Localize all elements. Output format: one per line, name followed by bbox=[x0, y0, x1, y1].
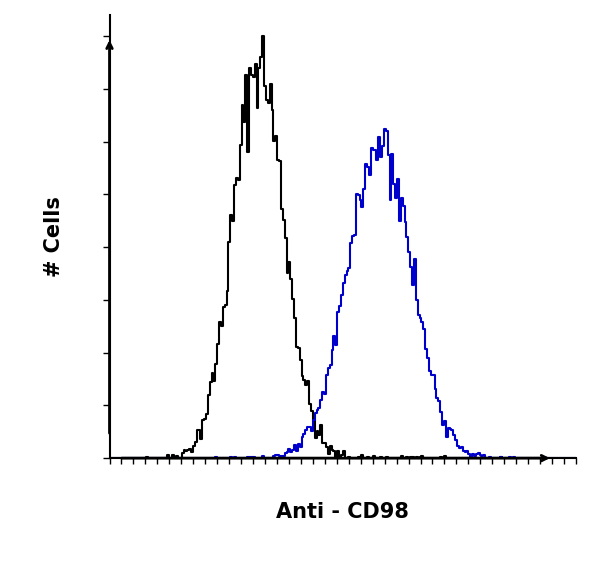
Text: Anti - CD98: Anti - CD98 bbox=[277, 503, 409, 522]
Text: # Cells: # Cells bbox=[44, 196, 64, 277]
